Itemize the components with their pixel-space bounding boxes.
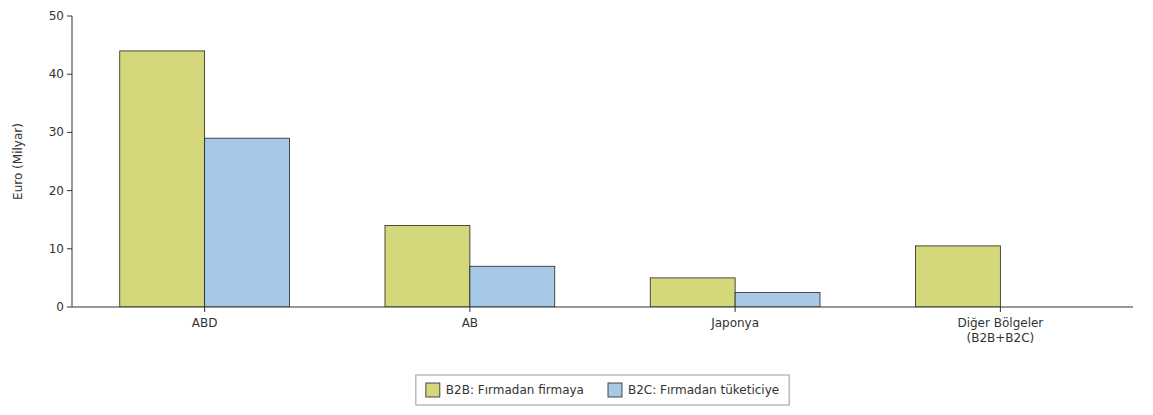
y-axis-label: Euro (Milyar) [11, 123, 25, 200]
legend-swatch [426, 383, 440, 397]
y-tick [67, 248, 72, 249]
bar [385, 226, 470, 307]
legend-swatch [608, 383, 622, 397]
y-tick-label: 50 [49, 9, 64, 23]
bar [650, 278, 735, 307]
x-tick-label: Diğer Bölgeler(B2B+B2C) [957, 316, 1043, 345]
y-tick [67, 16, 72, 17]
x-tick [1000, 307, 1001, 312]
legend-label: B2C: Fırmadan tüketiciye [628, 383, 779, 397]
x-tick-label-line: (B2B+B2C) [966, 331, 1034, 345]
legend-frame [416, 375, 789, 405]
x-tick-label-line: ABD [192, 316, 218, 330]
y-tick-label: 40 [49, 67, 64, 81]
legend: B2B: Fırmadan firmaya B2C: Fırmadan tüket… [426, 383, 779, 397]
y-tick [67, 307, 72, 308]
chart: 0 10 20 30 40 50 Euro (Milyar) ABD AB Japonya Diğe… [0, 0, 1153, 415]
bars [120, 51, 1001, 307]
legend-label: B2B: Fırmadan firmaya [446, 383, 584, 397]
y-tick [67, 74, 72, 75]
y-tick-label: 10 [49, 242, 64, 256]
y-tick-label: 20 [49, 184, 64, 198]
y-tick-label: 30 [49, 125, 64, 139]
y-axis-line [72, 16, 73, 307]
x-tick [204, 307, 205, 312]
x-tick [469, 307, 470, 312]
x-axis-line [72, 307, 1133, 308]
x-tick [735, 307, 736, 312]
bar [735, 292, 820, 307]
y-tick [67, 190, 72, 191]
x-tick-label-line: AB [462, 316, 478, 330]
bar [915, 246, 1000, 307]
y-tick-label: 0 [56, 300, 64, 314]
bar [120, 51, 205, 307]
x-tick-label: AB [462, 316, 478, 330]
bar [205, 138, 290, 307]
bar [470, 266, 555, 307]
x-tick-label-line: Diğer Bölgeler [957, 316, 1043, 330]
x-tick-label: ABD [192, 316, 218, 330]
x-tick-label: Japonya [710, 316, 759, 330]
y-tick [67, 132, 72, 133]
x-tick-label-line: Japonya [710, 316, 759, 330]
